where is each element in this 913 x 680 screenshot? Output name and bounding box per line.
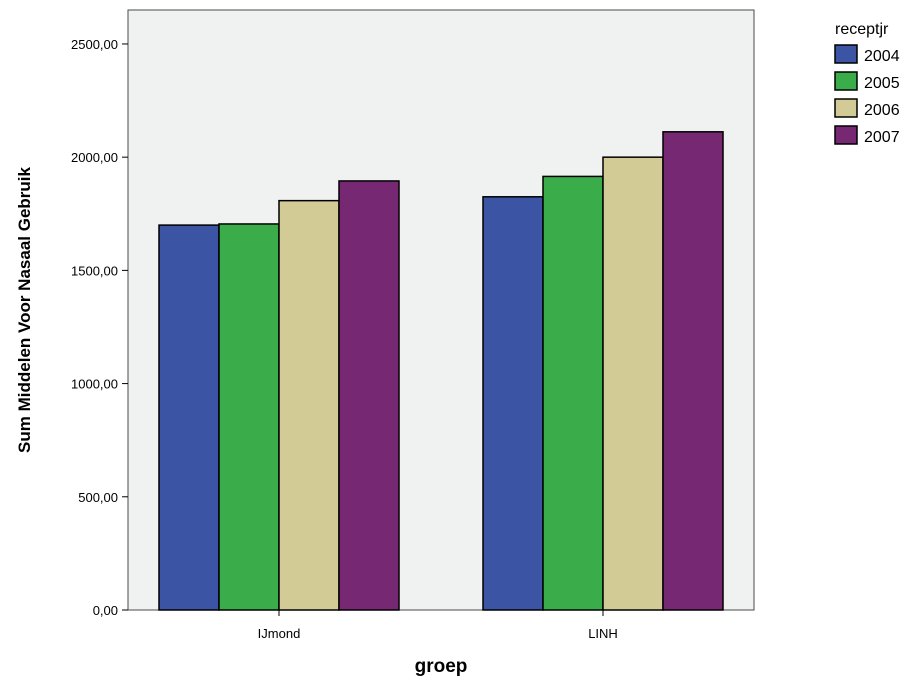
y-axis-title: Sum Middelen Voor Nasaal Gebruik — [15, 166, 34, 452]
legend-title: receptjr — [835, 21, 889, 38]
bar-ijmond-2005 — [218, 223, 280, 611]
bar-linh-2007 — [662, 131, 724, 611]
legend-swatch-2005 — [834, 71, 858, 91]
bar-ijmond-2006 — [278, 199, 340, 611]
bars-group — [158, 131, 724, 611]
x-tick-label: LINH — [588, 626, 618, 641]
y-tick-label: 0,00 — [93, 603, 118, 618]
x-axis-title: groep — [415, 656, 468, 677]
y-tick-label: 2000,00 — [71, 150, 118, 165]
y-tick-label: 1500,00 — [71, 263, 118, 278]
legend-swatch-2004 — [834, 44, 858, 64]
y-tick-label: 500,00 — [78, 490, 118, 505]
legend-label-2006: 2006 — [864, 102, 900, 119]
legend-swatch-2007 — [834, 125, 858, 145]
x-tick-label: IJmond — [258, 626, 301, 641]
legend: receptjr 2004 2005 2006 2007 — [834, 21, 900, 146]
y-tick-label: 1000,00 — [71, 377, 118, 392]
legend-label-2004: 2004 — [864, 48, 900, 65]
legend-swatch-2006 — [834, 98, 858, 118]
bar-linh-2006 — [602, 156, 664, 611]
y-tick-label: 2500,00 — [71, 37, 118, 52]
y-axis: 0,00 500,00 1000,00 1500,00 2000,00 2500,00 — [71, 37, 128, 618]
bar-linh-2005 — [542, 175, 604, 611]
x-axis: IJmond LINH — [258, 610, 618, 641]
bar-linh-2004 — [482, 196, 544, 611]
legend-label-2007: 2007 — [864, 129, 900, 146]
legend-label-2005: 2005 — [864, 75, 900, 92]
bar-ijmond-2007 — [338, 180, 400, 611]
bar-ijmond-2004 — [158, 224, 220, 611]
